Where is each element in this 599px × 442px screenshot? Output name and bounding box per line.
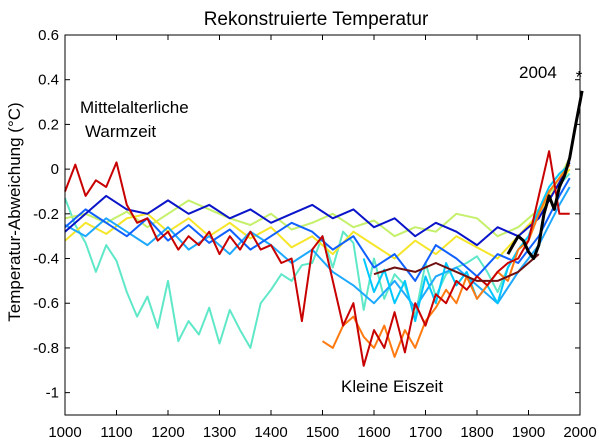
x-tick-label: 1500 bbox=[306, 424, 339, 441]
x-tick-label: 1800 bbox=[460, 424, 493, 441]
plot-frame bbox=[64, 34, 581, 416]
y-tick-label: 0.2 bbox=[38, 116, 59, 133]
series-line-8 bbox=[64, 150, 570, 367]
tick-labels: 1000 1100 1200 1300 1400 1500 1600 1700 1800 1900… bbox=[33, 27, 597, 441]
annotation-warm-line2: Warmzeit bbox=[85, 122, 156, 141]
x-tick-label: 1400 bbox=[254, 424, 287, 441]
asterisk-marker: * bbox=[576, 68, 583, 87]
x-tick-label: 1000 bbox=[48, 424, 81, 441]
y-tick-label: -0.6 bbox=[33, 295, 59, 312]
y-tick-label: -0.8 bbox=[33, 340, 59, 357]
series-line-9 bbox=[373, 253, 540, 282]
y-axis-label: Temperatur-Abweichung (°C) bbox=[5, 102, 24, 321]
annotation-cold: Kleine Eiszeit bbox=[341, 377, 443, 396]
annotation-warm-line1: Mittelalterliche bbox=[80, 98, 189, 117]
x-tick-label: 2000 bbox=[563, 424, 596, 441]
marker-label-2004: 2004 bbox=[519, 63, 557, 82]
chart-title: Rekonstruierte Temperatur bbox=[204, 9, 429, 30]
y-tick-label: -0.2 bbox=[33, 206, 59, 223]
y-tick-label: -1 bbox=[46, 385, 59, 402]
series-line-0 bbox=[64, 172, 571, 349]
x-tick-label: 1600 bbox=[357, 424, 390, 441]
y-tick-label: -0.4 bbox=[33, 251, 59, 268]
y-tick-label: 0 bbox=[51, 161, 59, 178]
series-line-6 bbox=[362, 163, 571, 323]
x-tick-label: 1200 bbox=[151, 424, 184, 441]
x-tick-label: 1100 bbox=[100, 424, 132, 441]
series-line-5 bbox=[64, 161, 571, 247]
x-tick-label: 1300 bbox=[203, 424, 236, 441]
series-line-10 bbox=[506, 90, 584, 260]
x-tick-label: 1700 bbox=[409, 424, 442, 441]
series-line-3 bbox=[64, 186, 571, 309]
series-line-2 bbox=[64, 168, 571, 260]
x-tick-label: 1900 bbox=[512, 424, 545, 441]
y-tick-label: 0.6 bbox=[38, 27, 59, 44]
series-lines bbox=[64, 90, 584, 367]
y-tick-label: 0.4 bbox=[38, 72, 59, 89]
tick-marks bbox=[64, 34, 581, 415]
